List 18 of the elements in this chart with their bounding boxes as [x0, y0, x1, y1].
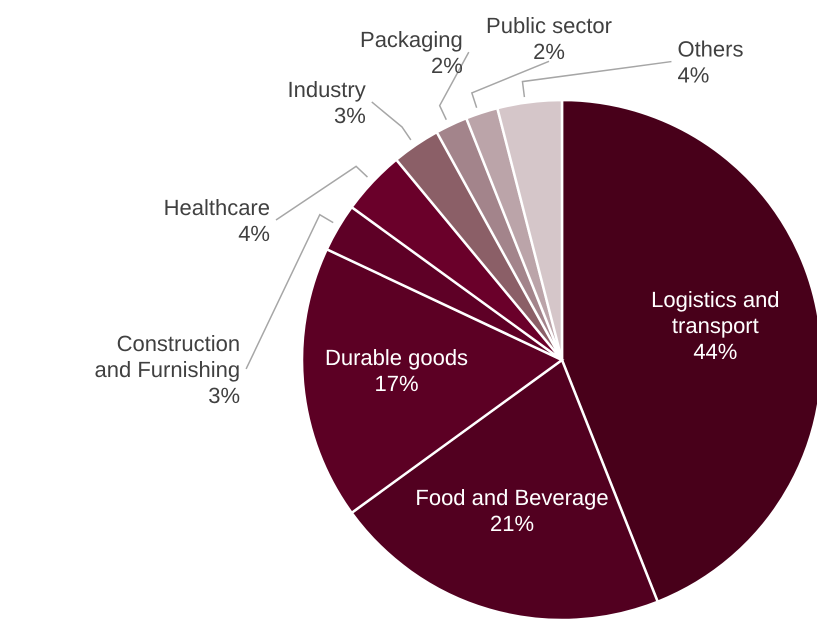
data-label: 4% — [238, 220, 270, 246]
slice-label: Packaging — [360, 26, 463, 52]
slice-label: Durable goods — [324, 344, 468, 370]
data-label: 4% — [677, 62, 710, 88]
slice-label: Construction and Furnishing — [94, 330, 240, 382]
slice-label: Food and Beverage — [415, 484, 609, 510]
data-label: 44% — [693, 338, 738, 364]
slice-label: Healthcare — [164, 194, 270, 220]
data-label: 3% — [334, 102, 366, 128]
data-label: 2% — [533, 38, 565, 64]
data-label: 17% — [374, 370, 419, 396]
data-label: 2% — [430, 52, 463, 78]
slice-label: Logistics and transport — [651, 286, 780, 338]
slice-label: Others — [677, 36, 744, 62]
slice-label: Public sector — [486, 12, 612, 38]
slice-label: Industry — [287, 76, 366, 102]
data-label: 21% — [490, 510, 534, 536]
data-label: 3% — [208, 382, 240, 408]
